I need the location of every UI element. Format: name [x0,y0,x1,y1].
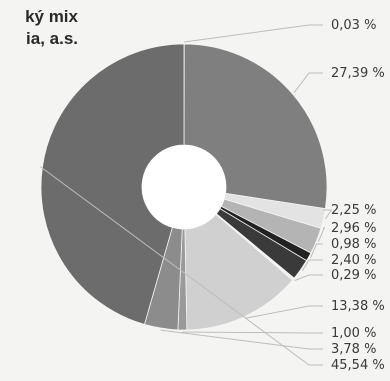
slice-label-5: 0,98 % [331,237,376,252]
slice-label-7: 0,29 % [331,268,376,283]
slice-label-2: 27,39 % [331,66,385,81]
slice-label-11: 45,54 % [331,358,385,373]
leader-line-1 [184,24,323,43]
slice-label-1: 0,03 % [331,18,376,33]
leader-line-10 [160,329,323,350]
chart-title-line-1: ký mix [25,7,78,26]
slice-label-8: 13,38 % [331,299,385,314]
slice-label-4: 2,96 % [331,221,376,236]
chart-title-line-2: ia, a.s. [26,29,78,48]
slice-label-9: 1,00 % [331,326,376,341]
donut-hole [142,145,226,229]
leader-line-2 [293,72,323,93]
leader-line-6 [301,259,323,272]
leader-line-8 [245,305,323,319]
slice-label-6: 2,40 % [331,253,376,268]
slice-label-10: 3,78 % [331,342,376,357]
leader-line-3 [323,209,333,220]
slice-label-3: 2,25 % [331,203,376,218]
leader-line-11 [40,166,323,366]
leader-line-5 [310,243,323,259]
chart-title: ký mix ia, a.s. [0,6,78,50]
leader-line-9 [182,331,323,334]
leader-line-7 [294,274,323,281]
leader-line-4 [317,227,326,242]
